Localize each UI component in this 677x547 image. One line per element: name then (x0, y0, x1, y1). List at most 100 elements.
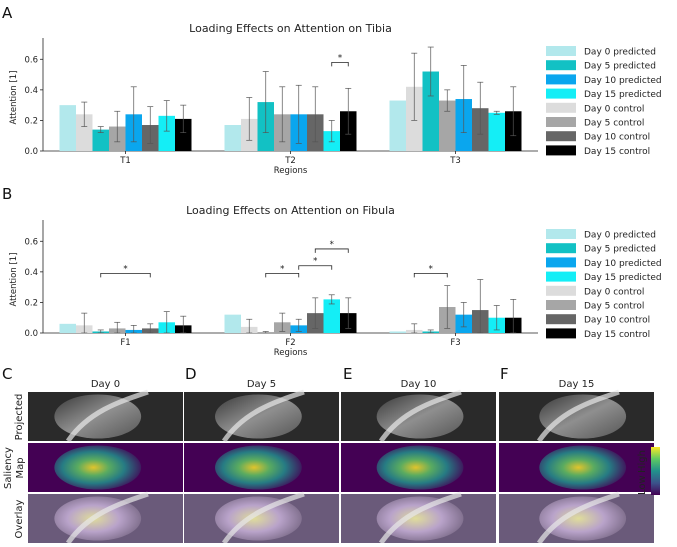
panel-letter-f: F (500, 365, 509, 383)
chart-title: Loading Effects on Attention on Tibia (189, 22, 392, 35)
legend-label: Day 5 predicted (584, 245, 656, 255)
bar (389, 100, 406, 151)
legend-label: Day 15 predicted (584, 273, 662, 283)
bone-shape (221, 389, 305, 443)
y-tick-label: 0.2 (24, 116, 38, 126)
panel-letter-e: E (343, 365, 352, 383)
legend-label: Day 5 control (584, 302, 644, 312)
bar (439, 100, 456, 151)
day-label: Day 10 (401, 379, 437, 390)
projected-image-content (376, 394, 464, 439)
bone-shape (536, 491, 620, 545)
legend-label: Day 15 control (584, 330, 650, 340)
row-label-overlay: Overlay (14, 499, 25, 538)
bar (59, 323, 76, 333)
y-tick-label: 0.0 (24, 147, 38, 157)
bar (422, 71, 439, 151)
y-tick-label: 0.4 (24, 268, 38, 278)
y-tick-label: 0.4 (24, 86, 38, 96)
x-tick-label: F1 (120, 338, 130, 348)
panel-letter-b: B (2, 185, 12, 203)
fibula-legend: Day 0 predicted Day 5 predicted Day 10 pre… (546, 229, 662, 340)
bar (76, 114, 93, 151)
fibula-bar-chart: Loading Effects on Attention on Fibula 0.… (9, 204, 538, 358)
panel-letter-a: A (2, 4, 13, 22)
row-label-map: Map (15, 457, 26, 478)
colorbar-high-label: High (637, 450, 648, 473)
x-tick-label: T2 (284, 156, 296, 166)
bone-shape (536, 389, 620, 443)
bone-shape (378, 491, 462, 545)
overlay-image-content (539, 496, 627, 541)
legend-swatch (546, 102, 576, 113)
bar (59, 105, 76, 151)
day-label: Day 15 (559, 379, 595, 390)
saliency-map-image-content (54, 445, 142, 490)
legend-label: Day 10 predicted (584, 259, 662, 269)
y-tick-label: 0.2 (24, 298, 38, 308)
chart-title: Loading Effects on Attention on Fibula (186, 204, 395, 217)
legend-swatch (546, 271, 576, 282)
legend-label: Day 0 predicted (584, 231, 656, 241)
significance-star: * (429, 264, 433, 274)
bar (92, 129, 109, 151)
significance-star: * (338, 53, 342, 63)
legend-label: Day 15 control (584, 147, 650, 157)
bar (323, 299, 340, 333)
y-axis-label: Attention [1] (9, 71, 19, 125)
legend-swatch (546, 88, 576, 99)
saliency-map-image-content (376, 445, 464, 490)
overlay-image-content (376, 496, 464, 541)
x-tick-label: F2 (285, 338, 295, 348)
bar (158, 115, 175, 151)
legend-swatch (546, 229, 576, 239)
bar (488, 112, 505, 151)
legend-label: Day 10 control (584, 316, 650, 326)
x-tick-label: F3 (450, 338, 460, 348)
row-label-saliency: Saliency (3, 447, 14, 489)
legend-swatch (546, 257, 576, 268)
significance-star: * (313, 257, 317, 267)
panel-letter-d: D (185, 365, 197, 383)
legend-label: Day 0 control (584, 104, 644, 114)
panel-letter-c: C (2, 365, 12, 383)
legend-label: Day 0 predicted (584, 48, 656, 58)
day-label: Day 0 (91, 379, 120, 390)
legend-label: Day 10 predicted (584, 76, 662, 86)
colorbar-gradient (651, 447, 660, 495)
significance-bracket (265, 272, 300, 278)
significance-bracket (314, 248, 349, 253)
legend-swatch (546, 117, 576, 127)
colorbar: Low High (637, 447, 660, 495)
bone-shape (221, 491, 305, 545)
legend-label: Day 5 predicted (584, 62, 656, 72)
legend-label: Day 0 control (584, 287, 644, 297)
bone-shape (378, 389, 462, 443)
legend-swatch (546, 131, 576, 142)
y-tick-label: 0.6 (24, 237, 38, 247)
significance-star: * (330, 240, 334, 250)
x-tick-label: T3 (449, 156, 461, 166)
projected-image-content (539, 394, 627, 439)
bar (224, 125, 241, 151)
bar (175, 118, 192, 151)
legend-swatch (546, 314, 576, 325)
significance-star: * (280, 264, 284, 274)
legend-label: Day 10 control (584, 133, 650, 143)
colorbar-low-label: Low (637, 475, 648, 495)
significance-bracket (331, 61, 349, 67)
y-tick-label: 0.6 (24, 55, 38, 65)
bone-shape (65, 389, 149, 443)
legend-swatch (546, 300, 576, 310)
significance-bracket (100, 272, 151, 278)
tibia-legend: Day 0 predicted Day 5 predicted Day 10 pre… (546, 46, 662, 157)
row-label-projected: Projected (14, 394, 25, 441)
legend-label: Day 15 predicted (584, 90, 662, 100)
saliency-map-image-content (215, 445, 302, 490)
legend-swatch (546, 60, 576, 71)
y-axis-label: Attention [1] (9, 253, 19, 307)
significance-bracket (298, 265, 333, 270)
legend-swatch (546, 243, 576, 254)
